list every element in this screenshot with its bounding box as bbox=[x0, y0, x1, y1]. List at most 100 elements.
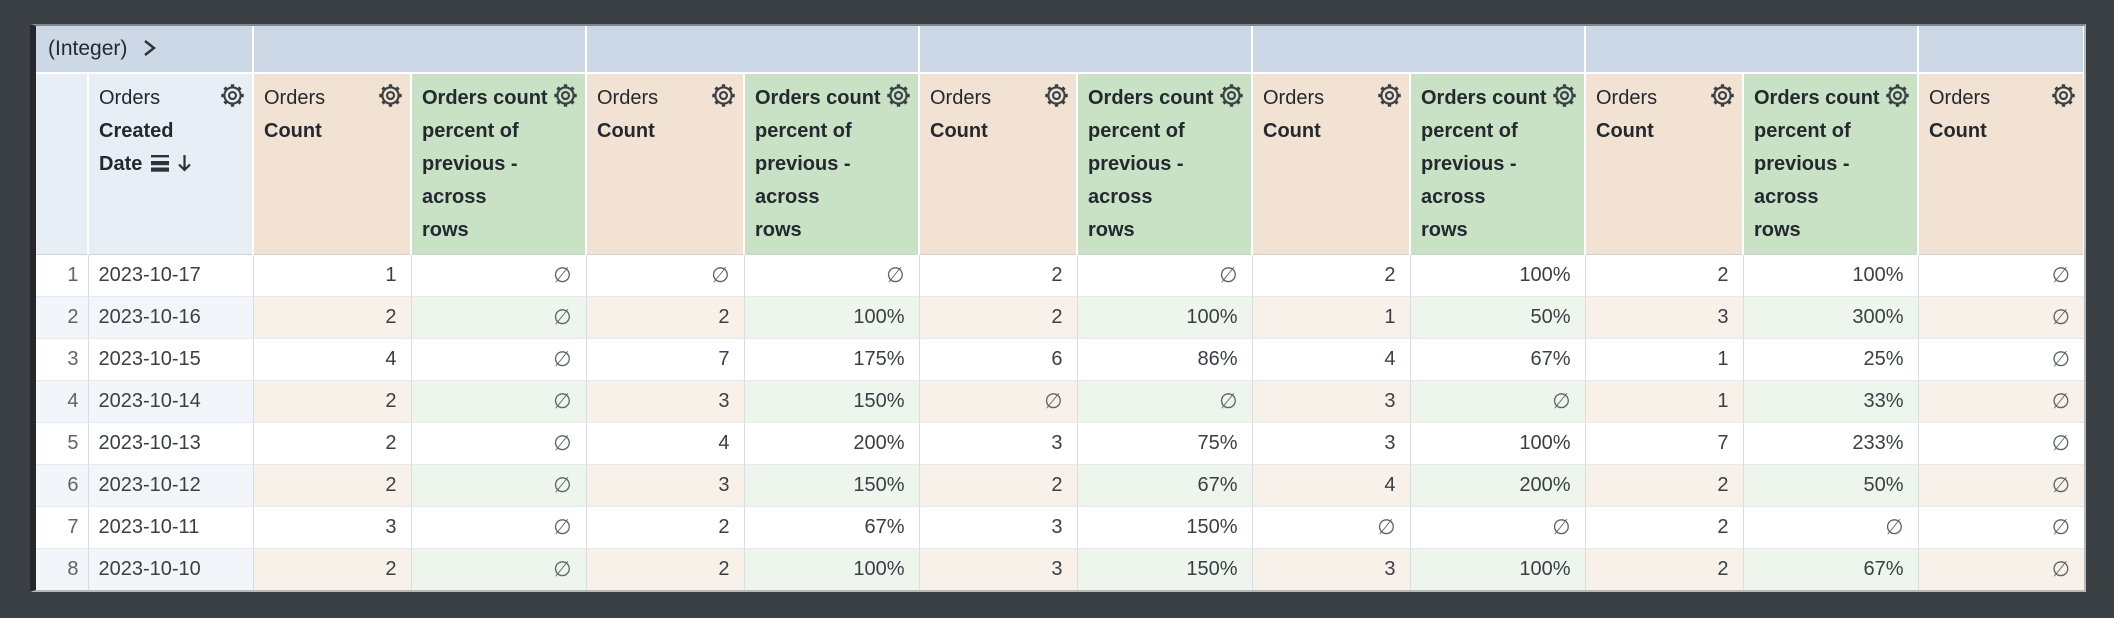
measure-value-cell[interactable]: 7 bbox=[1585, 422, 1744, 465]
measure-value-cell[interactable]: 1 bbox=[1252, 296, 1411, 339]
percent-value-cell[interactable]: 100% bbox=[1410, 422, 1586, 465]
column-header-orders-count-percent-of-previous[interactable]: Orders count percent of previous - across ro… bbox=[1410, 73, 1586, 255]
measure-value-cell[interactable]: 2 bbox=[919, 296, 1078, 339]
gear-icon[interactable] bbox=[1043, 82, 1070, 109]
measure-value-cell[interactable]: 2 bbox=[1252, 254, 1411, 297]
percent-value-cell[interactable]: 150% bbox=[1077, 506, 1253, 549]
measure-value-cell[interactable]: 4 bbox=[1252, 464, 1411, 507]
measure-value-cell[interactable]: 3 bbox=[1585, 296, 1744, 339]
gear-icon[interactable] bbox=[2050, 82, 2077, 109]
gear-icon[interactable] bbox=[710, 82, 737, 109]
date-cell[interactable]: 2023-10-16 bbox=[88, 296, 254, 339]
percent-value-cell[interactable]: 67% bbox=[744, 506, 920, 549]
measure-value-cell[interactable]: 4 bbox=[586, 422, 745, 465]
column-header-orders-count-percent-of-previous[interactable]: Orders count percent of previous - across ro… bbox=[1743, 73, 1919, 255]
percent-value-cell[interactable]: 67% bbox=[1410, 338, 1586, 381]
measure-value-cell[interactable]: 3 bbox=[919, 548, 1078, 590]
column-header-orders-count[interactable]: Orders Count bbox=[1252, 73, 1411, 255]
measure-value-cell[interactable]: 2 bbox=[1585, 254, 1744, 297]
measure-value-cell[interactable]: 3 bbox=[1252, 422, 1411, 465]
gear-icon[interactable] bbox=[219, 82, 246, 109]
percent-value-cell[interactable]: 100% bbox=[744, 296, 920, 339]
percent-value-cell[interactable]: 50% bbox=[1743, 464, 1919, 507]
percent-value-cell[interactable]: 150% bbox=[1077, 548, 1253, 590]
measure-value-cell[interactable]: 3 bbox=[586, 464, 745, 507]
measure-value-cell[interactable]: 1 bbox=[1585, 338, 1744, 381]
column-header-orders-count[interactable]: Orders Count bbox=[1585, 73, 1744, 255]
gear-icon[interactable] bbox=[1376, 82, 1403, 109]
measure-value-cell[interactable]: 4 bbox=[1252, 338, 1411, 381]
percent-value-cell[interactable]: 233% bbox=[1743, 422, 1919, 465]
percent-value-cell[interactable]: 300% bbox=[1743, 296, 1919, 339]
date-cell[interactable]: 2023-10-12 bbox=[88, 464, 254, 507]
date-cell[interactable]: 2023-10-10 bbox=[88, 548, 254, 590]
measure-value-cell[interactable]: 3 bbox=[919, 506, 1078, 549]
measure-value-cell[interactable]: 2 bbox=[253, 464, 412, 507]
percent-value-cell[interactable]: 100% bbox=[1743, 254, 1919, 297]
column-header-orders-count[interactable]: Orders Count bbox=[1918, 73, 2084, 255]
measure-value-cell[interactable]: 3 bbox=[919, 422, 1078, 465]
measure-value-cell[interactable]: 4 bbox=[253, 338, 412, 381]
gear-icon[interactable] bbox=[1551, 82, 1578, 109]
gear-icon[interactable] bbox=[885, 82, 912, 109]
column-header-orders-count-percent-of-previous[interactable]: Orders count percent of previous - across ro… bbox=[744, 73, 920, 255]
percent-value-cell[interactable]: 75% bbox=[1077, 422, 1253, 465]
date-cell[interactable]: 2023-10-13 bbox=[88, 422, 254, 465]
percent-value-cell[interactable]: 86% bbox=[1077, 338, 1253, 381]
date-cell[interactable]: 2023-10-14 bbox=[88, 380, 254, 423]
gear-icon[interactable] bbox=[1884, 82, 1911, 109]
measure-value-cell[interactable]: 2 bbox=[586, 548, 745, 590]
measure-value-cell[interactable]: 2 bbox=[586, 296, 745, 339]
gear-icon[interactable] bbox=[1709, 82, 1736, 109]
measure-value-cell[interactable]: 2 bbox=[919, 464, 1078, 507]
date-cell[interactable]: 2023-10-11 bbox=[88, 506, 254, 549]
percent-value-cell[interactable]: 175% bbox=[744, 338, 920, 381]
measure-value-cell[interactable]: 2 bbox=[1585, 506, 1744, 549]
measure-value-cell[interactable]: 1 bbox=[253, 254, 412, 297]
percent-value-cell[interactable]: 200% bbox=[744, 422, 920, 465]
measure-value-cell[interactable]: 2 bbox=[1585, 464, 1744, 507]
percent-value-cell[interactable]: 25% bbox=[1743, 338, 1919, 381]
gear-icon[interactable] bbox=[552, 82, 579, 109]
measure-value-cell[interactable]: 2 bbox=[253, 422, 412, 465]
gear-icon[interactable] bbox=[377, 82, 404, 109]
percent-value-cell[interactable]: 67% bbox=[1077, 464, 1253, 507]
gear-icon[interactable] bbox=[1218, 82, 1245, 109]
percent-value-cell[interactable]: 50% bbox=[1410, 296, 1586, 339]
percent-value-cell[interactable]: 33% bbox=[1743, 380, 1919, 423]
measure-value-cell[interactable]: 2 bbox=[253, 296, 412, 339]
column-header-orders-count[interactable]: Orders Count bbox=[253, 73, 412, 255]
chevron-right-icon[interactable] bbox=[141, 37, 158, 59]
date-cell[interactable]: 2023-10-15 bbox=[88, 338, 254, 381]
percent-value-cell[interactable]: 200% bbox=[1410, 464, 1586, 507]
measure-value-cell[interactable]: 6 bbox=[919, 338, 1078, 381]
column-header-orders-count-percent-of-previous[interactable]: Orders count percent of previous - across ro… bbox=[1077, 73, 1253, 255]
measure-value-cell[interactable]: 3 bbox=[1252, 380, 1411, 423]
measure-value-cell[interactable]: 7 bbox=[586, 338, 745, 381]
pivot-field-header[interactable]: (Integer) bbox=[36, 26, 254, 74]
column-header-orders-count[interactable]: Orders Count bbox=[919, 73, 1078, 255]
column-header-orders-created-date[interactable]: Orders Created Date bbox=[88, 73, 254, 255]
percent-value-cell[interactable]: 100% bbox=[744, 548, 920, 590]
header-label-line: previous - bbox=[755, 153, 851, 175]
measure-value-cell[interactable]: 1 bbox=[1585, 380, 1744, 423]
column-header-orders-count[interactable]: Orders Count bbox=[586, 73, 745, 255]
measure-value-cell[interactable]: 2 bbox=[1585, 548, 1744, 590]
measure-value-cell[interactable]: 3 bbox=[253, 506, 412, 549]
percent-value-cell[interactable]: 67% bbox=[1743, 548, 1919, 590]
date-cell[interactable]: 2023-10-17 bbox=[88, 254, 254, 297]
measure-value-cell[interactable]: 2 bbox=[586, 506, 745, 549]
measure-value-cell[interactable]: 2 bbox=[253, 548, 412, 590]
percent-value-cell[interactable]: 150% bbox=[744, 464, 920, 507]
percent-value-cell[interactable]: 100% bbox=[1410, 548, 1586, 590]
null-cell: ∅ bbox=[411, 254, 587, 297]
percent-value-cell[interactable]: 150% bbox=[744, 380, 920, 423]
header-label-line: Count bbox=[264, 120, 322, 142]
measure-value-cell[interactable]: 3 bbox=[586, 380, 745, 423]
measure-value-cell[interactable]: 2 bbox=[919, 254, 1078, 297]
percent-value-cell[interactable]: 100% bbox=[1077, 296, 1253, 339]
measure-value-cell[interactable]: 3 bbox=[1252, 548, 1411, 590]
measure-value-cell[interactable]: 2 bbox=[253, 380, 412, 423]
column-header-orders-count-percent-of-previous[interactable]: Orders count percent of previous - across ro… bbox=[411, 73, 587, 255]
percent-value-cell[interactable]: 100% bbox=[1410, 254, 1586, 297]
